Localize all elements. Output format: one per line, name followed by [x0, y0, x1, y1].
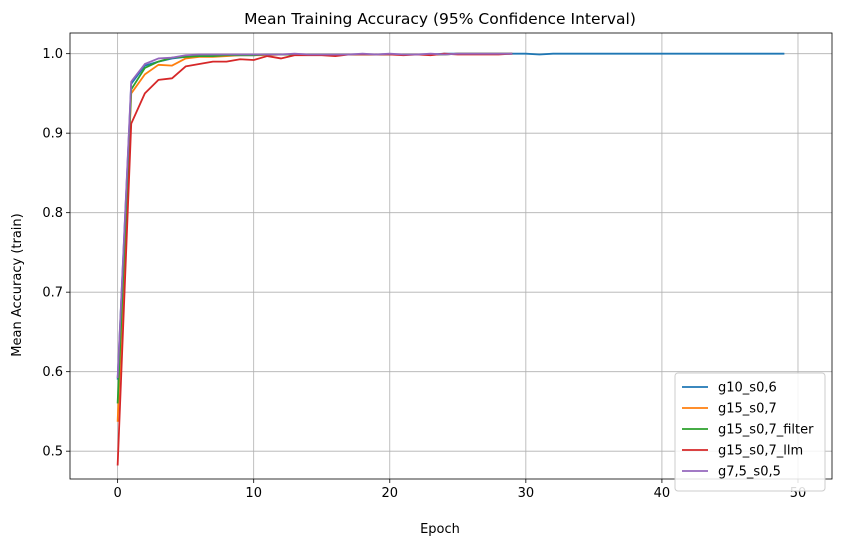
chart-title: Mean Training Accuracy (95% Confidence I…	[244, 10, 636, 28]
x-tick-label: 40	[654, 486, 671, 501]
y-tick-label: 0.8	[42, 206, 63, 221]
legend-label: g15_s0,7	[718, 402, 777, 417]
axis-ticks: 0 10 20 30 40 500.50.60.70.80.91.0	[42, 47, 806, 501]
x-tick-label: 20	[381, 486, 398, 501]
y-tick-label: 0.6	[42, 365, 63, 380]
x-tick-label: 10	[245, 486, 262, 501]
y-tick-label: 0.9	[42, 127, 63, 142]
y-tick-label: 0.5	[42, 445, 63, 460]
x-axis-title: Epoch	[420, 522, 460, 537]
x-tick-label: 0	[113, 486, 121, 501]
legend-label: g15_s0,7_llm	[718, 444, 803, 459]
legend-label: g7,5_s0,5	[718, 465, 781, 480]
y-tick-label: 0.7	[42, 286, 63, 301]
plot-frame	[69, 32, 833, 480]
legend-label: g10_s0,6	[718, 381, 777, 396]
y-axis-title: Mean Accuracy (train)	[10, 213, 25, 356]
series-line-4	[116, 52, 513, 379]
legend: g10_s0,6 g15_s0,7 g15_s0,7_filter g15_s0,7_…	[674, 372, 826, 492]
legend-box	[674, 372, 826, 492]
series-lines	[116, 52, 785, 466]
y-tick-label: 1.0	[42, 47, 63, 62]
legend-label: g15_s0,7_filter	[718, 423, 814, 438]
x-tick-label: 30	[518, 486, 535, 501]
